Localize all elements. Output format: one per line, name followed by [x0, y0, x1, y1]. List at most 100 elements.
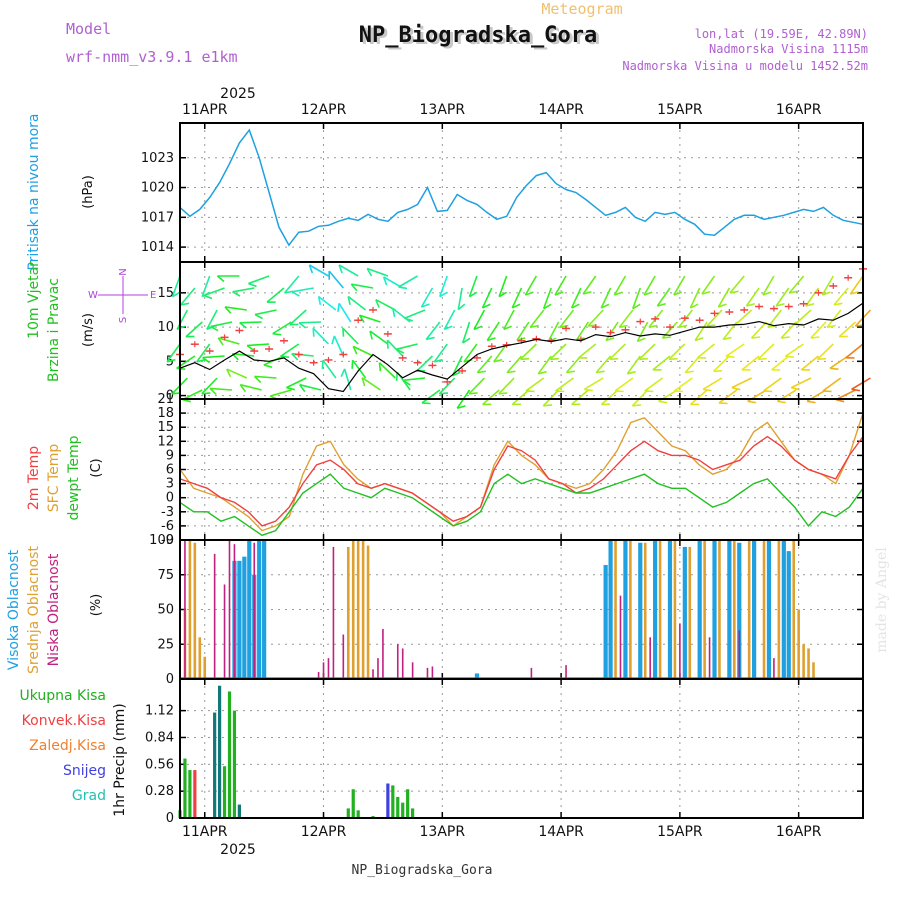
day-label-top: 11APR [182, 102, 228, 118]
wind-arrow [511, 287, 523, 309]
high-cloud-bar [257, 540, 262, 679]
axis-label: Visoka Oblacnost [6, 549, 22, 670]
wind-arrow [644, 377, 664, 392]
wind-arrow-head [291, 291, 300, 297]
wind-arrow-head [702, 388, 712, 392]
wind-arrow-head [284, 290, 294, 294]
wind-arrow [652, 355, 671, 371]
wind-arrow [613, 275, 627, 296]
wind-arrow-head [751, 336, 761, 339]
high-cloud-bar [603, 565, 608, 679]
wind-arrow-head [338, 264, 343, 274]
wind-arrow-head [312, 328, 315, 337]
wind-arrow-head [511, 303, 521, 309]
high-cloud-bar [682, 546, 687, 679]
wind-arrow-head [550, 357, 559, 361]
wind-arrow [549, 343, 567, 360]
wind-arrow-head [366, 268, 373, 277]
y-tick-label: 1017 [141, 210, 174, 225]
wind-arrow [673, 377, 693, 392]
wind-arrow-head [280, 355, 290, 358]
wind-arrow-head [369, 330, 373, 340]
wind-arrow [571, 389, 589, 406]
wind-arrow-head [619, 324, 628, 329]
wind-arrow-head [822, 291, 831, 296]
wind-arrow-head [817, 357, 827, 361]
wind-arrow-head [662, 336, 672, 339]
high-cloud-bar [712, 540, 717, 679]
wind-arrow [443, 309, 456, 330]
low-cloud-bar [738, 630, 741, 679]
wind-arrow [706, 309, 723, 327]
low-cloud-bar [228, 540, 231, 679]
high-cloud-bar [786, 551, 791, 679]
wind-arrow [788, 275, 805, 294]
wind-arrow [366, 267, 389, 277]
wind-arrow [375, 298, 396, 311]
mid-cloud-bar [797, 609, 800, 679]
wind-arrow-head [582, 290, 592, 295]
wind-arrow [529, 309, 545, 328]
wind-arrow-head [232, 291, 241, 297]
wind-arrow-head [457, 303, 466, 311]
precip-bar [222, 766, 227, 818]
high-cloud-bar [247, 540, 252, 679]
wind-arrow-head [781, 336, 790, 339]
wind-arrow-head [791, 386, 800, 391]
wind-arrow-head [398, 286, 408, 290]
low-cloud-bar [396, 644, 399, 679]
wind-arrow [516, 321, 530, 341]
wind-arrow [457, 287, 463, 310]
day-label-top: 14APR [538, 102, 584, 118]
wind-arrow-head [337, 303, 340, 312]
wind-arrow-head [632, 404, 642, 407]
temp-series-line [179, 435, 864, 527]
day-label-top: 12APR [301, 102, 347, 118]
wind-arrow [638, 343, 656, 360]
y-tick-label: 0 [166, 672, 174, 687]
wind-arrow-head [609, 357, 619, 361]
wind-arrow-head [225, 368, 232, 378]
temp-series-line [179, 473, 864, 537]
wind-arrow-head [378, 362, 382, 372]
wind-arrow-head [555, 390, 565, 393]
wind-arrow [775, 287, 790, 307]
wind-arrow-head [482, 303, 491, 309]
wind-arrow-head [340, 368, 346, 378]
mid-cloud-bar [762, 540, 766, 679]
precip-bar [213, 712, 217, 818]
wind-arrow-head [469, 392, 478, 395]
precip-bar [351, 789, 355, 818]
wind-arrow [280, 343, 300, 357]
wind-arrow-head [299, 384, 306, 393]
wind-arrow [790, 377, 812, 389]
high-cloud-bar [737, 542, 742, 679]
wind-arrow-head [375, 299, 380, 308]
wind-arrow [570, 287, 582, 309]
wind-arrow-head [584, 388, 593, 392]
wind-arrow [701, 275, 716, 295]
wind-arrow-head [643, 291, 653, 296]
wind-arrow [176, 309, 189, 330]
wind-arrow [498, 275, 508, 297]
wind-arrow-head [600, 303, 610, 309]
wind-arrow [498, 377, 515, 395]
wind-arrow [725, 343, 745, 357]
wind-arrow [171, 275, 181, 297]
y-tick-label: 0 [166, 491, 174, 506]
wind-arrow [565, 355, 582, 374]
wind-arrow [378, 362, 396, 379]
wind-arrow-head [239, 384, 247, 393]
wind-arrow [816, 343, 834, 360]
low-cloud-bar [327, 658, 330, 679]
axis-label: Brzina i Pravac [46, 278, 62, 382]
wind-arrow [810, 321, 827, 339]
mid-cloud-bar [203, 656, 207, 679]
y-tick-label: 1.12 [145, 704, 174, 719]
wind-arrow [196, 343, 211, 363]
wind-arrow-head [747, 400, 757, 404]
mid-cloud-bar [188, 540, 192, 679]
mid-cloud-bar [733, 540, 736, 679]
y-tick-label: -6 [161, 519, 174, 534]
pressure-panel: 1014 1017 1020 1023 Pritisak na nivou mora (h… [26, 113, 864, 271]
